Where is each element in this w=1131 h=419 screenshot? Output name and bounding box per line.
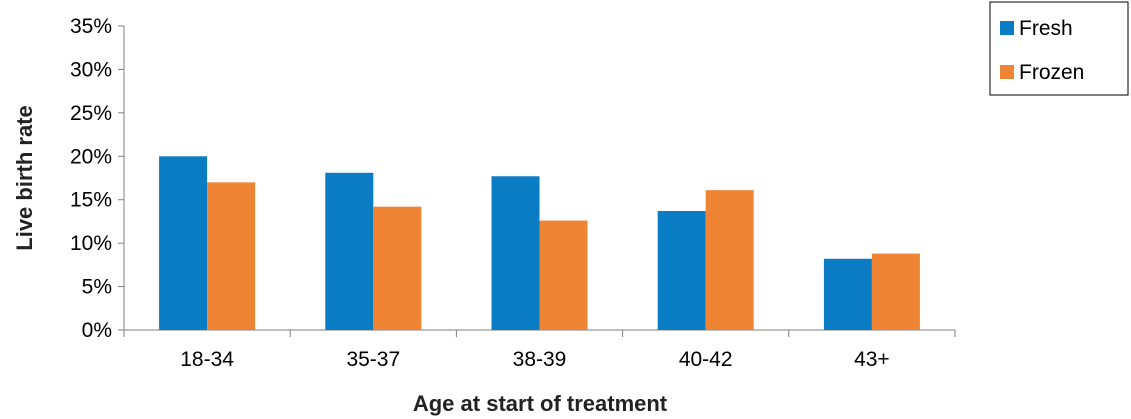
bar-frozen-18-34	[207, 182, 256, 330]
x-ticks: 18-34 35-37 38-39 40-42 43+	[123, 330, 956, 371]
bar-fresh-38-39	[491, 176, 540, 330]
bar-frozen-35-37	[373, 206, 422, 330]
legend-label-frozen: Frozen	[1019, 61, 1084, 84]
legend-swatch-fresh	[1000, 21, 1014, 35]
bar-fresh-35-37	[325, 172, 374, 330]
y-tick-label: 5%	[82, 276, 112, 299]
y-axis-title: Live birth rate	[12, 105, 37, 250]
y-tick-label: 35%	[70, 15, 112, 38]
legend: Fresh Frozen	[989, 1, 1129, 96]
bar-fresh-43+	[823, 258, 872, 330]
x-tick-label: 43+	[854, 348, 890, 371]
x-tick-label: 38-39	[513, 348, 567, 371]
y-tick-label: 25%	[70, 102, 112, 125]
bar-frozen-40-42	[705, 190, 754, 330]
bar-fresh-18-34	[159, 156, 208, 330]
legend-box	[989, 1, 1129, 96]
bars	[159, 156, 920, 330]
y-tick-label: 0%	[82, 319, 112, 342]
bar-fresh-40-42	[657, 211, 706, 330]
legend-label-fresh: Fresh	[1019, 17, 1073, 40]
y-tick-label: 20%	[70, 145, 112, 168]
legend-swatch-frozen	[1000, 65, 1014, 79]
bar-frozen-43+	[871, 253, 920, 330]
y-tick-label: 15%	[70, 189, 112, 212]
x-axis: 18-34 35-37 38-39 40-42 43+	[123, 329, 956, 371]
x-tick-label: 18-34	[180, 348, 234, 371]
x-axis-title: Age at start of treatment	[413, 391, 668, 416]
legend-items: Fresh Frozen	[1000, 17, 1084, 84]
bar-frozen-38-39	[539, 220, 588, 330]
y-axis: 0% 5% 10% 15% 20% 25% 30% 35%	[70, 15, 125, 342]
y-ticks: 0% 5% 10% 15% 20% 25% 30% 35%	[70, 15, 124, 342]
y-tick-label: 30%	[70, 58, 112, 81]
x-tick-label: 35-37	[346, 348, 400, 371]
y-tick-label: 10%	[70, 232, 112, 255]
x-tick-label: 40-42	[679, 348, 733, 371]
